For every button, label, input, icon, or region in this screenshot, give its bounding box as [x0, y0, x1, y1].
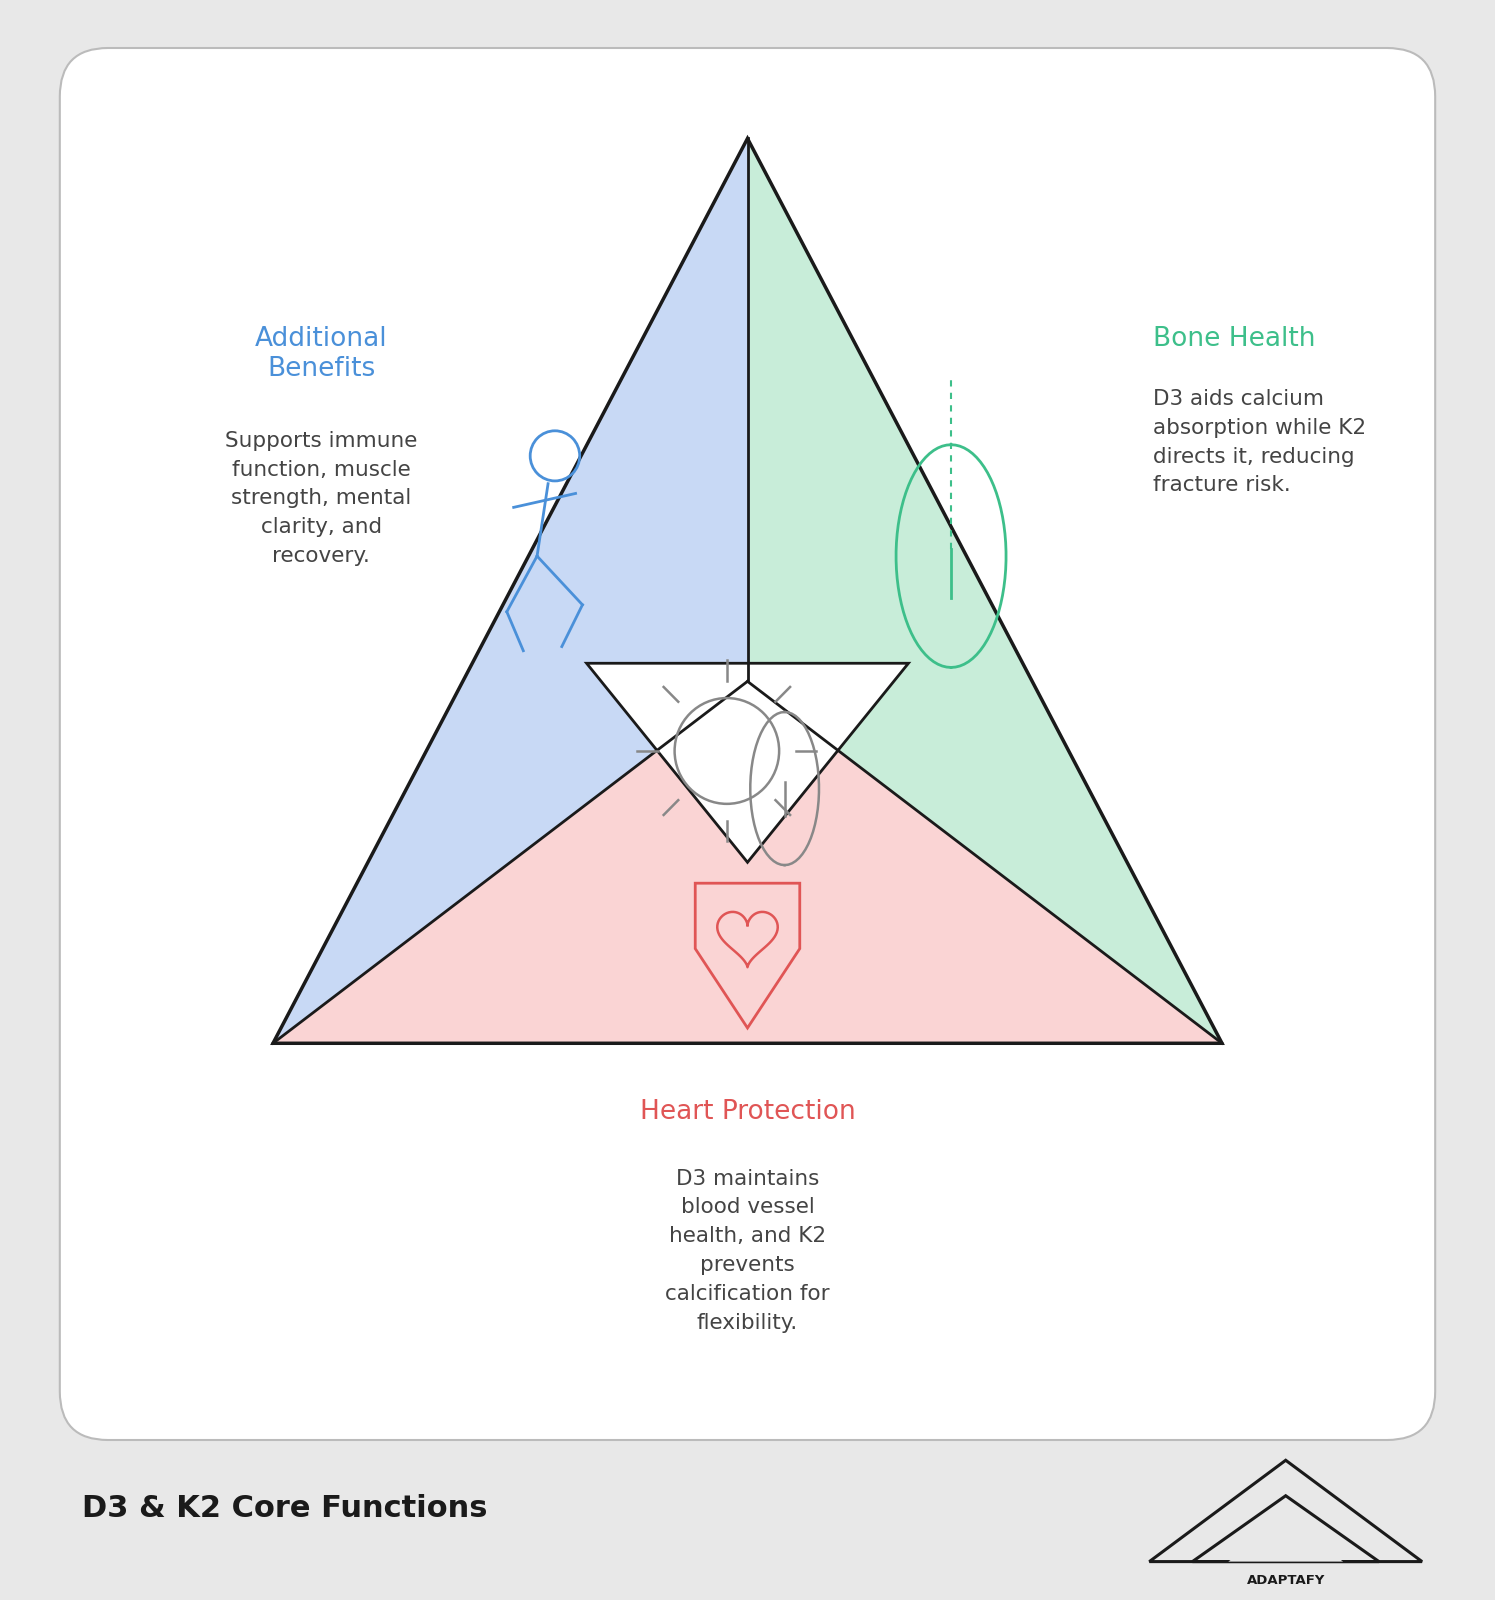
Text: D3 aids calcium
absorption while K2
directs it, reducing
fracture risk.: D3 aids calcium absorption while K2 dire…: [1153, 389, 1366, 496]
FancyBboxPatch shape: [60, 48, 1435, 1440]
Polygon shape: [748, 139, 1221, 1043]
Polygon shape: [586, 664, 909, 862]
Polygon shape: [274, 682, 1221, 1043]
Text: Additional
Benefits: Additional Benefits: [254, 326, 387, 382]
Text: Supports immune
function, muscle
strength, mental
clarity, and
recovery.: Supports immune function, muscle strengt…: [224, 430, 417, 566]
Polygon shape: [274, 139, 748, 1043]
Text: D3 maintains
blood vessel
health, and K2
prevents
calcification for
flexibility.: D3 maintains blood vessel health, and K2…: [665, 1168, 830, 1333]
Text: ADAPTAFY: ADAPTAFY: [1247, 1574, 1325, 1587]
Polygon shape: [1229, 1522, 1343, 1562]
Text: Heart Protection: Heart Protection: [640, 1099, 855, 1125]
Text: Bone Health: Bone Health: [1153, 326, 1316, 352]
Text: D3 & K2 Core Functions: D3 & K2 Core Functions: [82, 1494, 487, 1523]
